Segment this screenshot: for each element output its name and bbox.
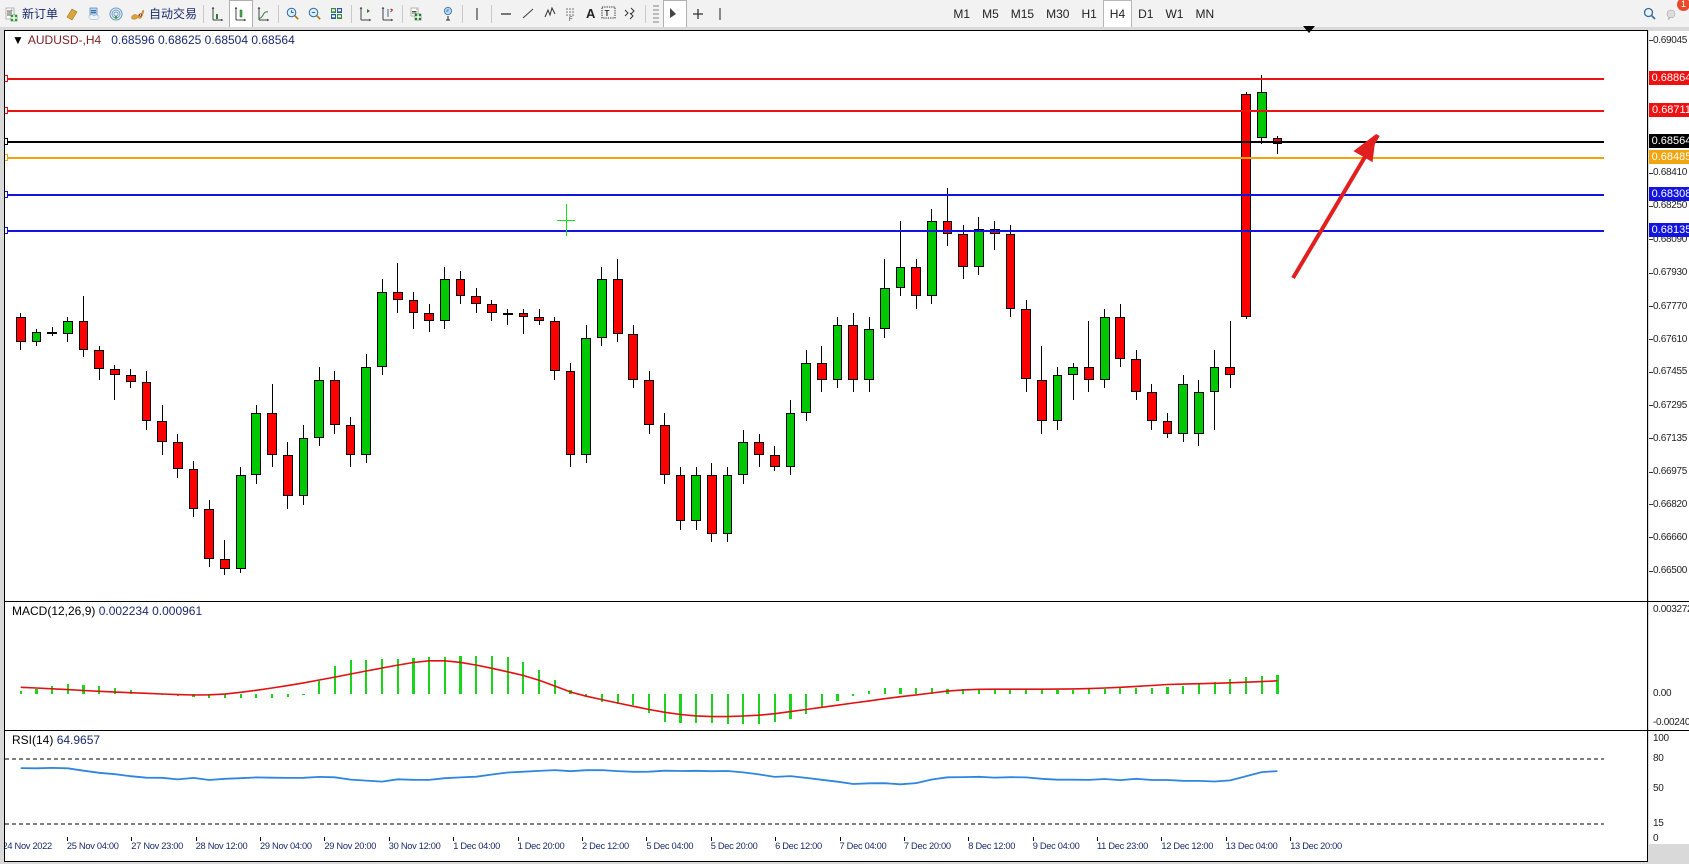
svg-text:F: F — [569, 17, 573, 22]
svg-text:T: T — [605, 9, 610, 18]
